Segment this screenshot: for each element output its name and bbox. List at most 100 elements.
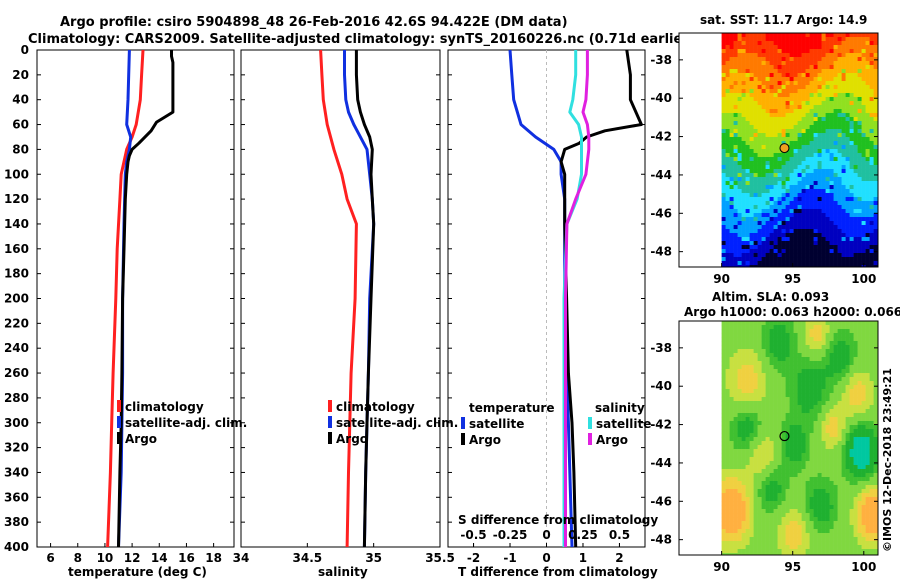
map-cell bbox=[753, 513, 758, 518]
map-cell bbox=[737, 329, 742, 334]
map-cell bbox=[741, 173, 746, 178]
map-cell bbox=[721, 53, 726, 58]
map-cell bbox=[865, 333, 870, 338]
map-cell bbox=[777, 201, 782, 206]
map-cell bbox=[853, 201, 858, 206]
map-cell bbox=[761, 505, 766, 510]
map-cell bbox=[849, 541, 854, 546]
map-cell bbox=[725, 109, 730, 114]
map-cell bbox=[725, 537, 730, 542]
map-cell bbox=[805, 337, 810, 342]
map-cell bbox=[785, 481, 790, 486]
map-cell bbox=[857, 341, 862, 346]
map-cell bbox=[845, 449, 850, 454]
map-cell bbox=[729, 417, 734, 422]
map-cell bbox=[785, 225, 790, 230]
map-cell bbox=[861, 437, 866, 442]
map-cell bbox=[725, 193, 730, 198]
map-cell bbox=[749, 517, 754, 522]
map-cell bbox=[837, 437, 842, 442]
map-cell bbox=[845, 217, 850, 222]
map-cell bbox=[765, 425, 770, 430]
map-cell bbox=[845, 253, 850, 258]
map-cell bbox=[869, 409, 874, 414]
map-cell bbox=[745, 57, 750, 62]
map-cell bbox=[849, 393, 854, 398]
map-cell bbox=[737, 477, 742, 482]
map-cell bbox=[825, 117, 830, 122]
x-tick-label: 0.25 bbox=[568, 528, 598, 542]
map-cell bbox=[825, 61, 830, 66]
map-cell bbox=[765, 393, 770, 398]
map-cell bbox=[857, 393, 862, 398]
map-cell bbox=[737, 357, 742, 362]
map-cell bbox=[761, 501, 766, 506]
map-cell bbox=[741, 537, 746, 542]
map-cell bbox=[813, 401, 818, 406]
depth-tick-label: 240 bbox=[4, 341, 29, 355]
map-cell bbox=[749, 185, 754, 190]
map-cell bbox=[757, 241, 762, 246]
map-cell bbox=[869, 37, 874, 42]
map-cell bbox=[745, 437, 750, 442]
map-cell bbox=[837, 357, 842, 362]
map-cell bbox=[849, 545, 854, 550]
map-cell bbox=[733, 57, 738, 62]
map-cell bbox=[749, 225, 754, 230]
map-cell bbox=[769, 225, 774, 230]
map-cell bbox=[849, 65, 854, 70]
map-cell bbox=[869, 377, 874, 382]
map-cell bbox=[749, 73, 754, 78]
map-cell bbox=[861, 169, 866, 174]
map-cell bbox=[769, 541, 774, 546]
map-cell bbox=[737, 325, 742, 330]
map-cell bbox=[749, 525, 754, 530]
map-cell bbox=[781, 409, 786, 414]
map-cell bbox=[809, 61, 814, 66]
map-cell bbox=[737, 197, 742, 202]
map-cell bbox=[781, 165, 786, 170]
map-cell bbox=[733, 245, 738, 250]
map-cell bbox=[821, 45, 826, 50]
map-cell bbox=[749, 365, 754, 370]
map-cell bbox=[853, 549, 858, 554]
map-cell bbox=[865, 229, 870, 234]
map-cell bbox=[845, 73, 850, 78]
map-cell bbox=[741, 321, 746, 326]
map-cell bbox=[761, 257, 766, 262]
map-cell bbox=[753, 165, 758, 170]
map-cell bbox=[777, 221, 782, 226]
map-cell bbox=[769, 77, 774, 82]
lat-tick-label: -48 bbox=[650, 245, 672, 259]
map-cell bbox=[801, 321, 806, 326]
map-cell bbox=[757, 65, 762, 70]
map-cell bbox=[829, 113, 834, 118]
map-cell bbox=[825, 145, 830, 150]
map-cell bbox=[825, 177, 830, 182]
map-cell bbox=[769, 341, 774, 346]
map-cell bbox=[749, 213, 754, 218]
map-cell bbox=[749, 541, 754, 546]
map-cell bbox=[849, 505, 854, 510]
map-cell bbox=[773, 261, 778, 266]
map-cell bbox=[829, 513, 834, 518]
map-cell bbox=[873, 369, 878, 374]
map-cell bbox=[805, 429, 810, 434]
map-cell bbox=[833, 465, 838, 470]
map-cell bbox=[725, 521, 730, 526]
map-cell bbox=[785, 333, 790, 338]
map-cell bbox=[873, 33, 878, 38]
map-cell bbox=[793, 457, 798, 462]
map-cell bbox=[869, 501, 874, 506]
map-cell bbox=[801, 365, 806, 370]
map-cell bbox=[849, 325, 854, 330]
map-cell bbox=[809, 497, 814, 502]
map-cell bbox=[801, 69, 806, 74]
map-cell bbox=[781, 485, 786, 490]
map-cell bbox=[729, 537, 734, 542]
map-cell bbox=[721, 369, 726, 374]
map-cell bbox=[829, 93, 834, 98]
map-cell bbox=[873, 509, 878, 514]
map-cell bbox=[737, 161, 742, 166]
